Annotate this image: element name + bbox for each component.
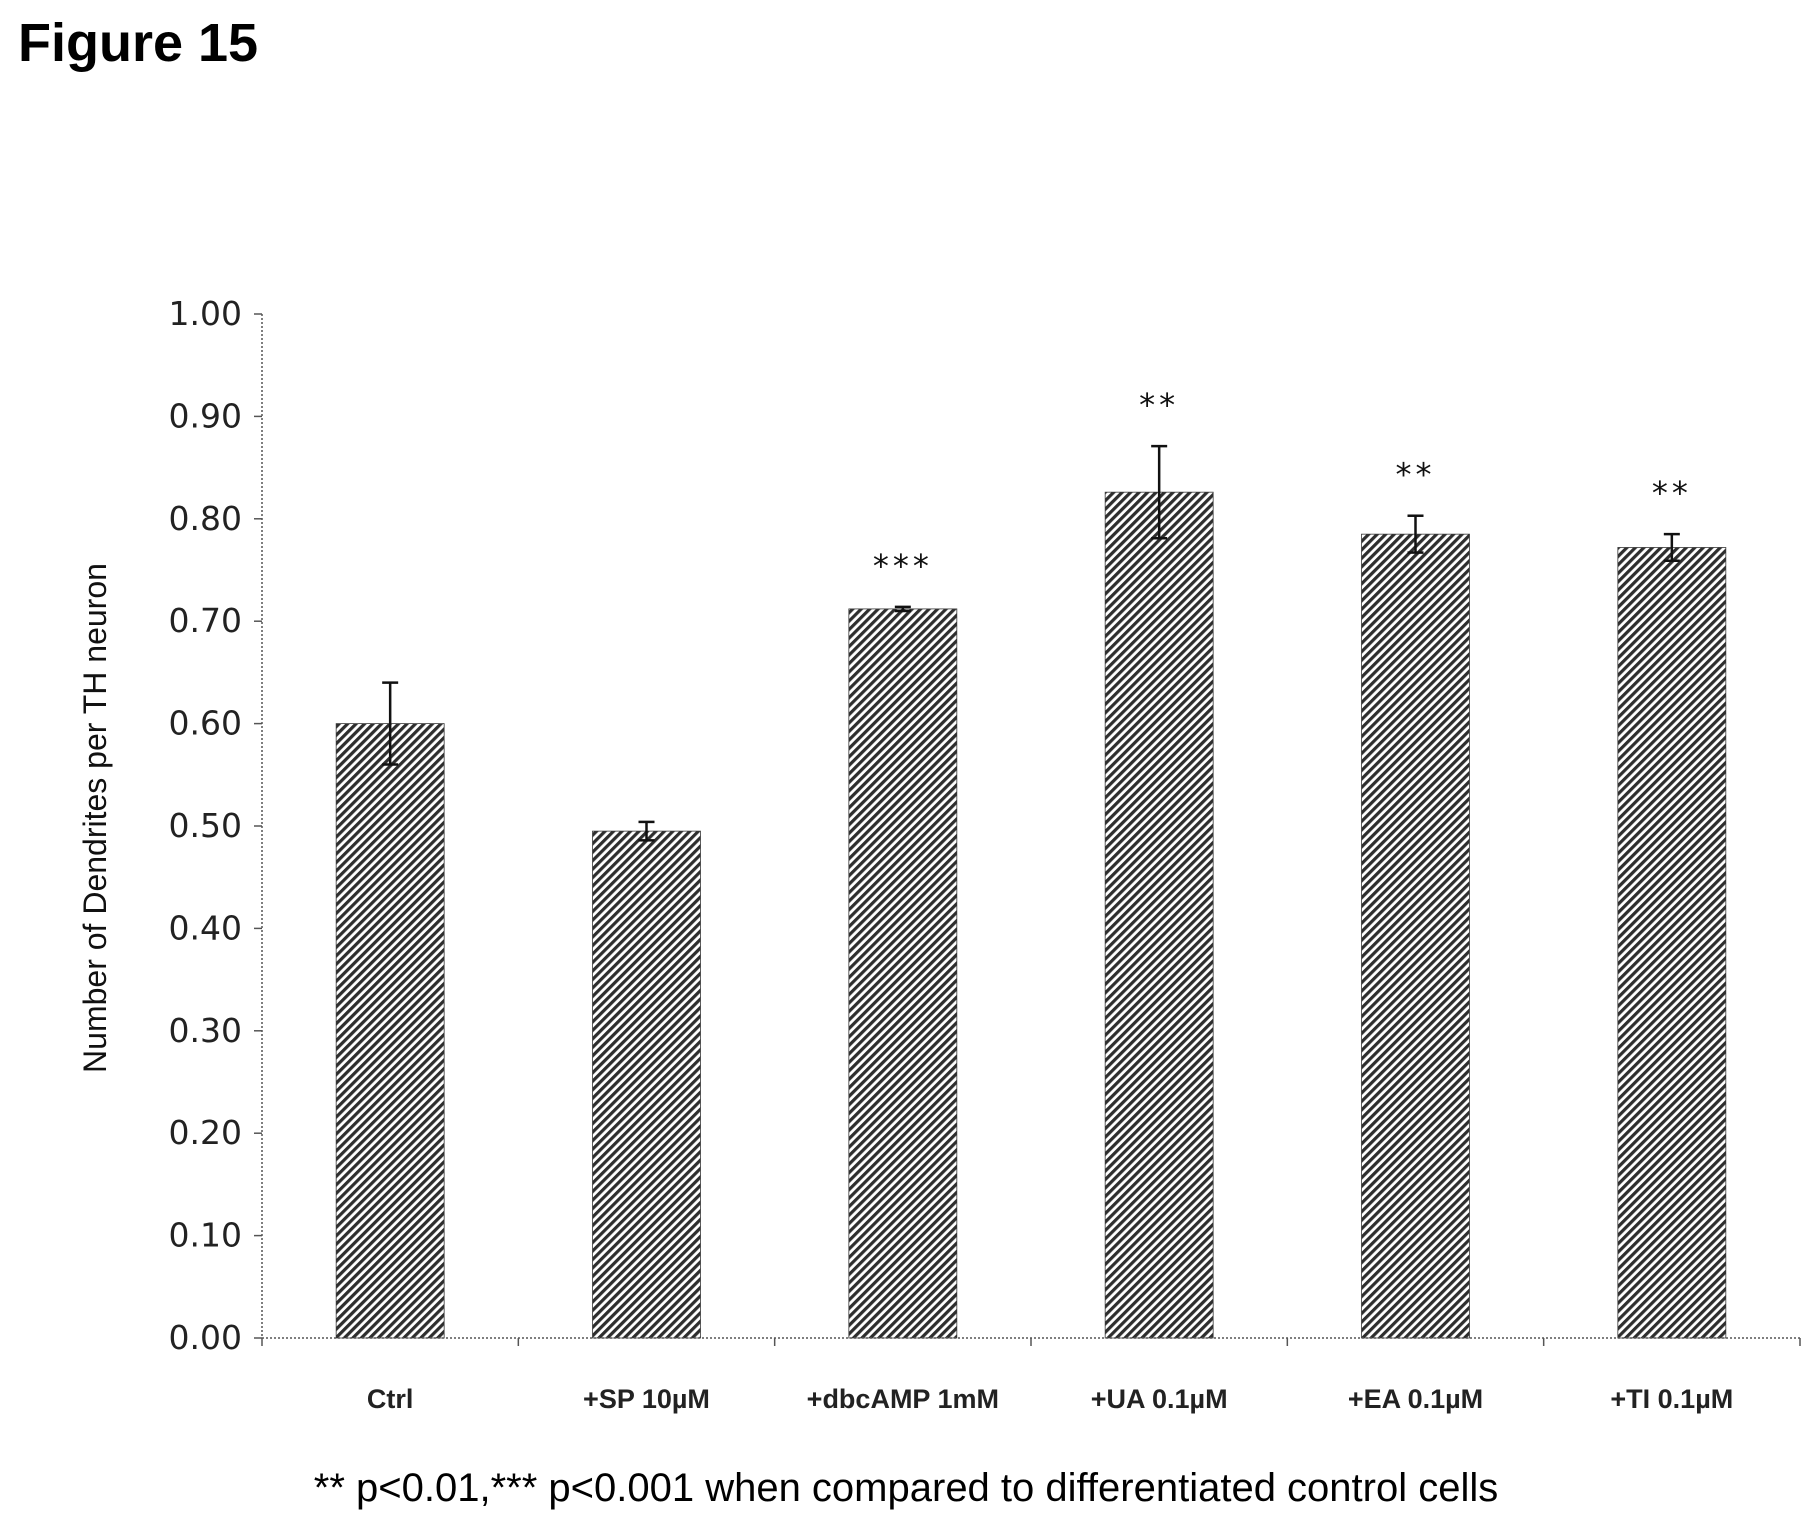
x-category-label: +TI 0.1µM	[1610, 1384, 1733, 1414]
bar	[1361, 533, 1470, 1339]
y-tick-label: 0.00	[169, 1318, 242, 1357]
axes	[261, 314, 1801, 1346]
y-tick-label: 0.80	[169, 499, 242, 538]
y-tick-label: 0.40	[169, 908, 242, 947]
y-tick-label: 0.30	[169, 1011, 242, 1050]
bar	[1104, 491, 1214, 1339]
y-tick-label: 0.50	[169, 806, 242, 845]
y-tick-label: 0.70	[169, 601, 242, 640]
y-tick-label: 1.00	[169, 294, 242, 333]
x-category-label: +SP 10µM	[583, 1384, 710, 1414]
x-axis-labels: Ctrl +SP 10µM +dbcAMP 1mM +UA 0.1µM +EA 0.1µ…	[367, 1384, 1733, 1414]
bar	[1617, 547, 1727, 1339]
error-bars	[382, 444, 1680, 842]
y-axis-ticks: 0.00 0.10 0.20 0.30 0.40 0.50 0.60 0.70 0.80 0.90…	[169, 294, 262, 1357]
significance-label: ***	[873, 547, 933, 585]
y-tick-label: 0.20	[169, 1113, 242, 1152]
x-category-label: +EA 0.1µM	[1348, 1384, 1483, 1414]
y-tick-label: 0.10	[169, 1216, 242, 1255]
bar-series	[335, 491, 1727, 1339]
significance-label: **	[1396, 456, 1436, 494]
bar	[335, 723, 445, 1339]
significance-label: **	[1139, 386, 1179, 424]
x-category-label: +dbcAMP 1mM	[807, 1384, 999, 1414]
figure-title: Figure 15	[18, 13, 259, 73]
bar-chart: Number of Dendrites per TH neuron 0.000.…	[77, 294, 1801, 1414]
y-axis-title: Number of Dendrites per TH neuron	[77, 563, 113, 1073]
x-category-label: Ctrl	[367, 1384, 414, 1414]
y-tick-label: 0.90	[169, 396, 242, 435]
x-category-label: +UA 0.1µM	[1091, 1384, 1228, 1414]
y-tick-label: 0.60	[169, 704, 242, 743]
significance-label: **	[1652, 474, 1692, 512]
bar	[848, 608, 958, 1339]
footnote: ** p<0.01,*** p<0.001 when compared to d…	[313, 1466, 1499, 1510]
significance-markers: ******* **	[873, 386, 1692, 585]
bar	[592, 830, 701, 1339]
